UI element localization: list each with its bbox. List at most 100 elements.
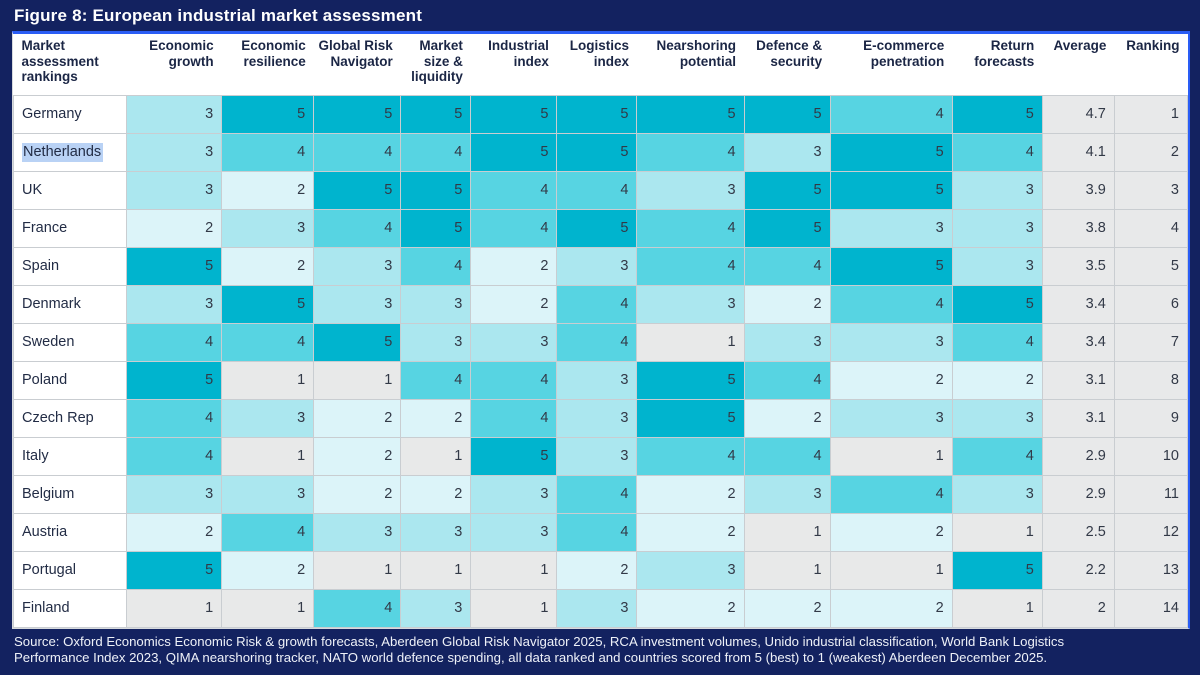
score-cell: 5 xyxy=(313,170,402,210)
ranking-cell: 4 xyxy=(1113,208,1189,248)
score-cell: 5 xyxy=(829,170,953,210)
ranking-cell: 9 xyxy=(1113,398,1189,438)
table-row-belgium: Belgium 3 3 2 2 3 4 2 3 4 3 2.9 11 xyxy=(12,474,1189,514)
score-cell: 4 xyxy=(470,208,558,248)
score-cell: 5 xyxy=(556,208,638,248)
average-cell: 2.9 xyxy=(1041,474,1115,514)
score-cell: 4 xyxy=(556,322,638,362)
score-cell: 1 xyxy=(743,550,831,590)
score-cell: 1 xyxy=(400,436,472,476)
country-cell: Denmark xyxy=(12,284,128,324)
score-cell: 1 xyxy=(829,550,953,590)
score-cell: 1 xyxy=(470,550,558,590)
score-cell: 2 xyxy=(829,512,953,552)
score-cell: 5 xyxy=(556,132,638,172)
score-cell: 3 xyxy=(126,132,223,172)
col-header-nearshoring-potential: Nearshoring potential xyxy=(636,34,745,96)
score-cell: 5 xyxy=(951,284,1043,324)
score-cell: 5 xyxy=(400,208,472,248)
header-row: Market assessment rankings Economic growt… xyxy=(13,34,1188,96)
score-cell: 4 xyxy=(400,132,472,172)
score-cell: 4 xyxy=(636,208,745,248)
score-cell: 5 xyxy=(470,132,558,172)
table-row-finland: Finland 1 1 4 3 1 3 2 2 2 1 2 14 xyxy=(12,588,1189,628)
country-label: Austria xyxy=(22,524,68,541)
ranking-cell: 7 xyxy=(1113,322,1189,362)
score-cell: 4 xyxy=(951,322,1043,362)
score-cell: 3 xyxy=(470,474,558,514)
score-cell: 1 xyxy=(221,360,315,400)
score-cell: 4 xyxy=(829,284,953,324)
score-cell: 3 xyxy=(470,512,558,552)
score-cell: 5 xyxy=(951,550,1043,590)
score-cell: 1 xyxy=(636,322,745,362)
score-cell: 5 xyxy=(470,94,558,134)
score-cell: 4 xyxy=(556,474,638,514)
score-cell: 1 xyxy=(313,360,402,400)
score-cell: 4 xyxy=(313,208,402,248)
table-row-uk: UK 3 2 5 5 4 4 3 5 5 3 3.9 3 xyxy=(12,170,1189,210)
score-cell: 3 xyxy=(829,398,953,438)
average-cell: 3.9 xyxy=(1041,170,1115,210)
score-cell: 4 xyxy=(470,170,558,210)
score-cell: 3 xyxy=(829,322,953,362)
score-cell: 2 xyxy=(221,246,315,286)
score-cell: 2 xyxy=(829,360,953,400)
country-label: Poland xyxy=(22,372,68,389)
score-cell: 3 xyxy=(400,512,472,552)
average-cell: 3.4 xyxy=(1041,284,1115,324)
score-cell: 3 xyxy=(400,284,472,324)
col-header-defence-security: Defence & security xyxy=(744,34,831,96)
score-cell: 2 xyxy=(400,474,472,514)
score-cell: 3 xyxy=(556,246,638,286)
country-cell: Belgium xyxy=(12,474,128,514)
score-cell: 3 xyxy=(951,246,1043,286)
ranking-cell: 10 xyxy=(1113,436,1189,476)
score-cell: 2 xyxy=(556,550,638,590)
country-label: Sweden xyxy=(22,334,75,351)
average-cell: 2 xyxy=(1041,588,1115,628)
score-cell: 3 xyxy=(951,208,1043,248)
score-cell: 1 xyxy=(126,588,223,628)
average-cell: 3.5 xyxy=(1041,246,1115,286)
score-cell: 5 xyxy=(636,94,745,134)
score-cell: 2 xyxy=(636,512,745,552)
country-label: Denmark xyxy=(22,296,81,313)
score-cell: 2 xyxy=(221,550,315,590)
score-cell: 2 xyxy=(636,588,745,628)
score-cell: 5 xyxy=(743,170,831,210)
score-cell: 3 xyxy=(636,550,745,590)
score-cell: 2 xyxy=(470,284,558,324)
score-cell: 3 xyxy=(221,208,315,248)
score-cell: 5 xyxy=(743,94,831,134)
table-row-sweden: Sweden 4 4 5 3 3 4 1 3 3 4 3.4 7 xyxy=(12,322,1189,362)
score-cell: 5 xyxy=(313,94,402,134)
country-label: Portugal xyxy=(22,562,77,579)
score-cell: 3 xyxy=(313,284,402,324)
country-label: Belgium xyxy=(22,486,75,503)
score-cell: 2 xyxy=(743,398,831,438)
country-label: Czech Rep xyxy=(22,410,94,427)
score-cell: 3 xyxy=(126,474,223,514)
average-cell: 3.1 xyxy=(1041,398,1115,438)
score-cell: 5 xyxy=(400,94,472,134)
ranking-cell: 6 xyxy=(1113,284,1189,324)
score-cell: 3 xyxy=(556,398,638,438)
score-cell: 3 xyxy=(556,360,638,400)
score-cell: 4 xyxy=(636,436,745,476)
score-cell: 2 xyxy=(126,208,223,248)
col-header-return-forecasts: Return forecasts xyxy=(952,34,1043,96)
score-cell: 1 xyxy=(743,512,831,552)
col-header-economic-growth: Economic growth xyxy=(126,34,222,96)
score-cell: 2 xyxy=(743,588,831,628)
score-cell: 4 xyxy=(126,436,223,476)
col-header-market-size-liquidity: Market size & liquidity xyxy=(400,34,471,96)
figure-title: Figure 8: European industrial market ass… xyxy=(14,6,423,25)
average-cell: 2.5 xyxy=(1041,512,1115,552)
score-cell: 2 xyxy=(313,398,402,438)
score-cell: 2 xyxy=(221,170,315,210)
ranking-cell: 5 xyxy=(1113,246,1189,286)
score-cell: 2 xyxy=(470,246,558,286)
table-row-france: France 2 3 4 5 4 5 4 5 3 3 3.8 4 xyxy=(12,208,1189,248)
